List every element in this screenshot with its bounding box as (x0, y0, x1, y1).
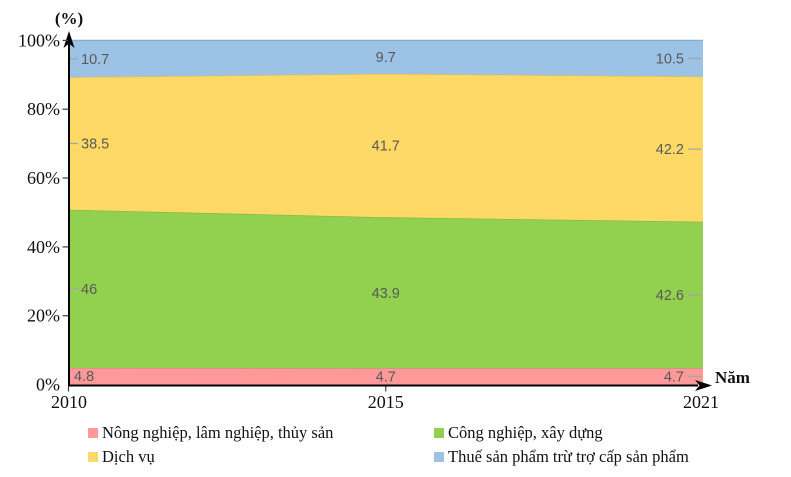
area-band-2 (68, 73, 703, 222)
y-tick-label: 40% (27, 237, 60, 257)
data-label: 4.7 (664, 369, 684, 385)
x-axis-title: Năm (715, 368, 750, 387)
legend-label: Dịch vụ (102, 447, 155, 466)
legend-label: Thuế sản phẩm trừ trợ cấp sản phẩm (448, 447, 689, 466)
legend: Nông nghiệp, lâm nghiệp, thủy sản Công n… (88, 424, 689, 465)
x-tick-label: 2015 (368, 392, 404, 412)
data-label: 42.6 (656, 288, 684, 304)
x-axis-arrow-icon (695, 380, 712, 391)
legend-swatch (88, 427, 98, 438)
y-tick-label: 20% (27, 306, 60, 326)
y-tick-label: 80% (27, 99, 60, 119)
data-label: 10.7 (81, 52, 109, 68)
area-band-0 (68, 368, 703, 385)
data-label: 43.9 (372, 286, 400, 302)
data-label: 4.7 (376, 369, 396, 385)
data-labels: 4.8 4.7 4.7 46 43.9 42.6 38.5 41.7 42.2 10.7 9.7 10… (69, 50, 701, 385)
area-band-1 (68, 209, 703, 369)
data-label: 9.7 (376, 50, 396, 66)
y-axis-ticks (62, 39, 68, 317)
x-tick-label: 2021 (683, 392, 719, 412)
legend-item: Dịch vụ (88, 448, 434, 465)
legend-swatch (88, 451, 98, 462)
legend-item: Thuế sản phẩm trừ trợ cấp sản phẩm (434, 448, 689, 465)
legend-swatch (434, 427, 444, 438)
y-tick-label: 60% (27, 168, 60, 188)
y-tick-label: 100% (18, 30, 60, 50)
legend-swatch (434, 451, 444, 462)
plot-areas (68, 39, 704, 385)
legend-item: Nông nghiệp, lâm nghiệp, thủy sản (88, 424, 434, 441)
data-label: 10.5 (656, 52, 684, 68)
data-label: 41.7 (372, 139, 400, 155)
area-band-3 (68, 40, 703, 78)
x-tick-label: 2010 (51, 392, 87, 412)
legend-label: Công nghiệp, xây dựng (448, 423, 603, 442)
data-label: 42.2 (656, 142, 684, 158)
data-label: 46 (81, 282, 97, 298)
x-axis-ticks (67, 386, 387, 392)
data-label: 4.8 (74, 369, 94, 385)
legend-item: Công nghiệp, xây dựng (434, 424, 689, 441)
data-label: 38.5 (81, 137, 109, 153)
y-axis-unit-label: (%) (55, 9, 83, 28)
y-tick-label: 0% (36, 375, 60, 395)
y-axis-arrow-icon (63, 31, 75, 48)
legend-label: Nông nghiệp, lâm nghiệp, thủy sản (102, 423, 334, 442)
